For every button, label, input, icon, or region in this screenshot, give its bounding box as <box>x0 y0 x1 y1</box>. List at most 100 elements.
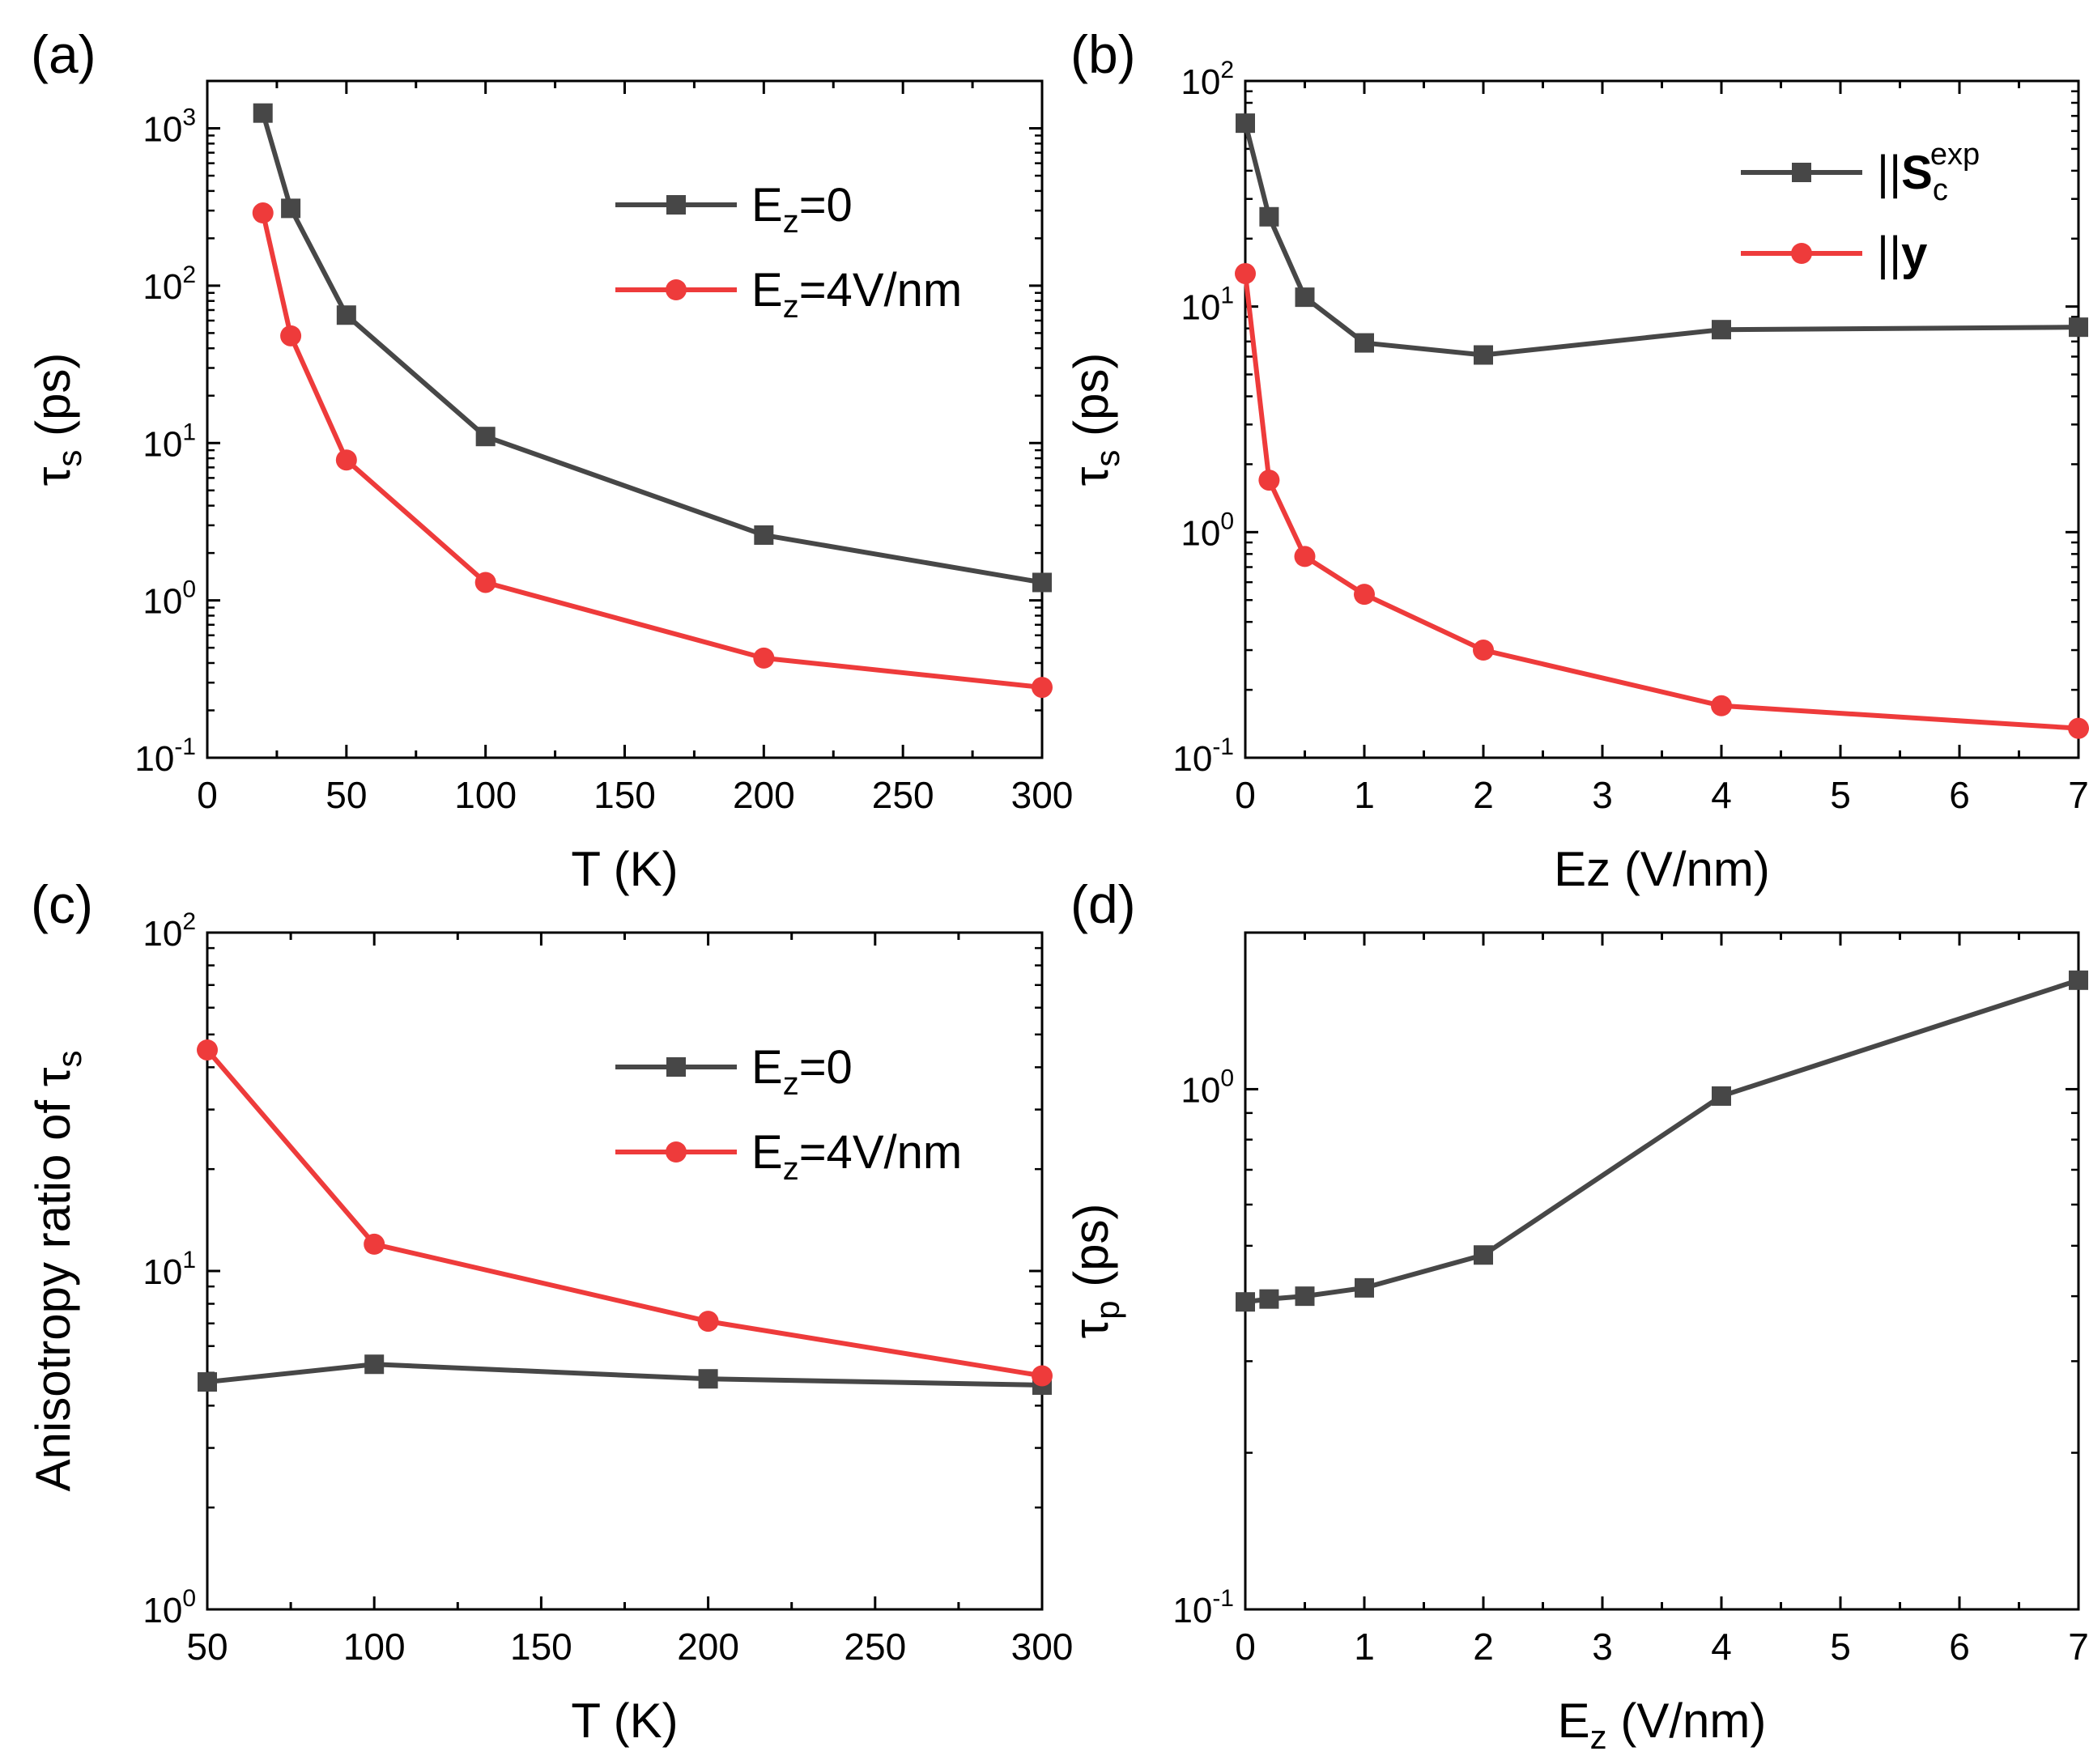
data-point-circle <box>1473 640 1494 661</box>
y-tick-exponent: 1 <box>182 419 196 445</box>
series-line <box>260 212 1043 691</box>
y-tick-base: 10 <box>143 424 182 464</box>
data-point-circle <box>252 202 274 224</box>
legend-label: Ez=4V/nm <box>751 264 962 325</box>
y-label-base: τ <box>26 466 80 486</box>
y-tick-label: 101 <box>143 419 196 464</box>
series-1 <box>197 1039 1053 1387</box>
legend-superscript: exp <box>1930 138 1980 172</box>
x-tick-label: 250 <box>844 1626 906 1668</box>
legend-rest: =4V/nm <box>799 264 963 317</box>
y-tick-exponent: 3 <box>182 104 196 131</box>
legend-prefix: || <box>1877 227 1901 280</box>
legend-marker-square <box>1792 163 1811 182</box>
plot-frame <box>1244 79 2080 759</box>
series-0 <box>1236 970 2088 1312</box>
data-point-square <box>1295 287 1315 308</box>
data-point-square <box>475 427 496 447</box>
legend-marker-circle <box>666 1141 687 1163</box>
y-label-base: τ <box>1064 466 1118 486</box>
series-1 <box>252 202 1053 699</box>
y-tick-exponent: 0 <box>1220 508 1234 534</box>
data-point-square <box>1712 320 1731 340</box>
data-point-circle <box>364 1233 385 1255</box>
y-label-subscript: s <box>1088 450 1126 467</box>
x-tick-label: 0 <box>1235 774 1256 816</box>
legend-subscript: z <box>783 289 799 325</box>
legend-base: E <box>751 1041 783 1094</box>
x-axis-label: T (K) <box>571 1694 678 1748</box>
data-point-square <box>754 525 774 545</box>
x-tick-label: 2 <box>1473 1626 1494 1668</box>
y-tick-exponent: -1 <box>1212 1585 1234 1612</box>
x-tick-label: 1 <box>1354 774 1375 816</box>
y-tick-label: 100 <box>143 576 196 622</box>
y-tick-base: 10 <box>1181 1070 1220 1110</box>
data-point-square <box>1259 1289 1279 1309</box>
data-point-circle <box>1032 1365 1053 1387</box>
panel-label: (b) <box>1070 24 1136 84</box>
legend: Ez=0Ez=4V/nm <box>615 1041 962 1187</box>
x-axis-label: T (K) <box>571 842 678 896</box>
plot-frame <box>206 931 1044 1611</box>
data-point-square <box>1236 1292 1255 1312</box>
data-point-square <box>1032 572 1052 593</box>
legend-marker-circle <box>666 279 687 300</box>
y-label-base: τ <box>1064 1320 1118 1339</box>
x-tick-label: 50 <box>325 774 367 816</box>
series-line <box>206 1362 1043 1388</box>
legend-label: ||Scexp <box>1877 138 1980 207</box>
y-tick-label: 101 <box>1181 283 1234 328</box>
data-point-square <box>1474 345 1493 365</box>
series-line <box>260 112 1043 585</box>
legend-subscript: c <box>1933 173 1948 207</box>
y-tick-exponent: 2 <box>1220 57 1234 83</box>
series-0 <box>253 103 1052 593</box>
y-tick-label: 10-1 <box>134 733 196 779</box>
x-tick-label: 100 <box>343 1626 406 1668</box>
x-tick-label: 200 <box>733 774 795 816</box>
data-point-circle <box>1354 584 1375 606</box>
x-tick-label: 100 <box>454 774 517 816</box>
y-axis-label: τs (ps) <box>1064 353 1126 487</box>
data-point-square <box>1259 206 1279 227</box>
x-tick-label: 200 <box>677 1626 739 1668</box>
y-tick-base: 10 <box>134 739 174 779</box>
legend-prefix: || <box>1877 147 1901 199</box>
legend-subscript: z <box>783 1151 799 1187</box>
data-point-square <box>698 1369 718 1389</box>
x-axis-label: Ez (V/nm) <box>1554 842 1770 896</box>
series-0 <box>1236 113 2088 365</box>
legend-label: ||y <box>1877 227 1927 280</box>
legend-marker-square <box>666 1057 686 1077</box>
data-point-circle <box>335 449 357 471</box>
legend-label: Ez=0 <box>751 179 853 240</box>
x-tick-label: 250 <box>872 774 934 816</box>
x-label-rest: (V/nm) <box>1607 1694 1767 1748</box>
data-point-square <box>364 1354 385 1375</box>
y-tick-base: 10 <box>143 582 182 622</box>
x-tick-label: 50 <box>186 1626 228 1668</box>
data-point-square <box>253 103 273 123</box>
data-point-square <box>2069 970 2088 990</box>
y-axis-label: Anisotropy ratio of τs <box>26 1051 88 1492</box>
y-tick-base: 10 <box>1181 62 1220 102</box>
x-tick-label: 1 <box>1354 1626 1375 1668</box>
y-tick-label: 10-1 <box>1172 733 1234 779</box>
data-point-square <box>1712 1086 1731 1106</box>
data-point-circle <box>474 572 496 593</box>
data-point-circle <box>1032 677 1053 699</box>
y-tick-exponent: 2 <box>182 261 196 288</box>
y-tick-label: 101 <box>143 1247 196 1292</box>
y-tick-exponent: 1 <box>182 1247 196 1273</box>
y-tick-label: 102 <box>143 261 196 307</box>
data-point-circle <box>1258 470 1280 491</box>
series-1 <box>1235 262 2089 739</box>
legend-marker-square <box>666 195 686 215</box>
x-tick-label: 150 <box>594 774 656 816</box>
plot-frame <box>206 79 1044 759</box>
x-tick-label: 5 <box>1830 1626 1851 1668</box>
data-point-square <box>1355 333 1374 353</box>
y-tick-base: 10 <box>1181 288 1220 328</box>
